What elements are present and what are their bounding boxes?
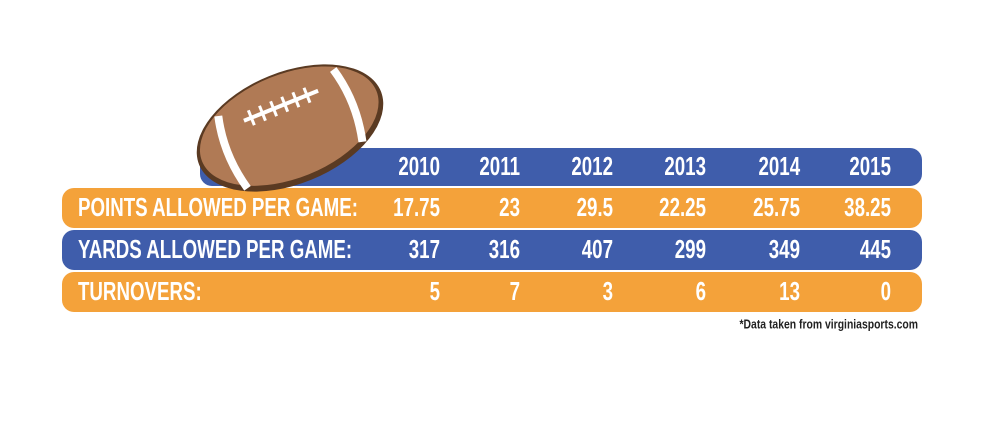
cell: 445 [860,234,891,264]
cell: 7 [510,276,520,306]
cell: 316 [489,234,520,264]
cell: 38.25 [844,192,891,222]
cell: 5 [430,276,440,306]
column-header: 2011 [479,151,520,181]
cell: 3 [603,276,613,306]
cell: 349 [769,234,800,264]
column-header: 2013 [664,151,706,181]
cell: 23 [499,192,520,222]
column-header: 2015 [849,151,891,181]
row-label: YARDS ALLOWED PER GAME: [78,234,352,264]
cell: 25.75 [753,192,800,222]
column-header: 2010 [398,151,440,181]
row-label: POINTS ALLOWED PER GAME: [78,192,358,222]
row-label: TURNOVERS: [78,276,202,306]
football [196,64,384,192]
column-header: 2012 [571,151,613,181]
row-band [62,230,922,270]
cell: 317 [409,234,440,264]
cell: 299 [675,234,706,264]
cell: 29.5 [577,192,613,222]
cell: 6 [696,276,706,306]
footnote: *Data taken from virginiasports.com [740,317,918,331]
cell: 13 [779,276,800,306]
cell: 0 [881,276,891,306]
header-band [200,148,922,186]
cell: 17.75 [393,192,440,222]
row-band [62,188,922,228]
cell: 22.25 [659,192,706,222]
row-band [62,272,922,312]
column-header: 2014 [759,151,801,181]
cell: 407 [582,234,613,264]
